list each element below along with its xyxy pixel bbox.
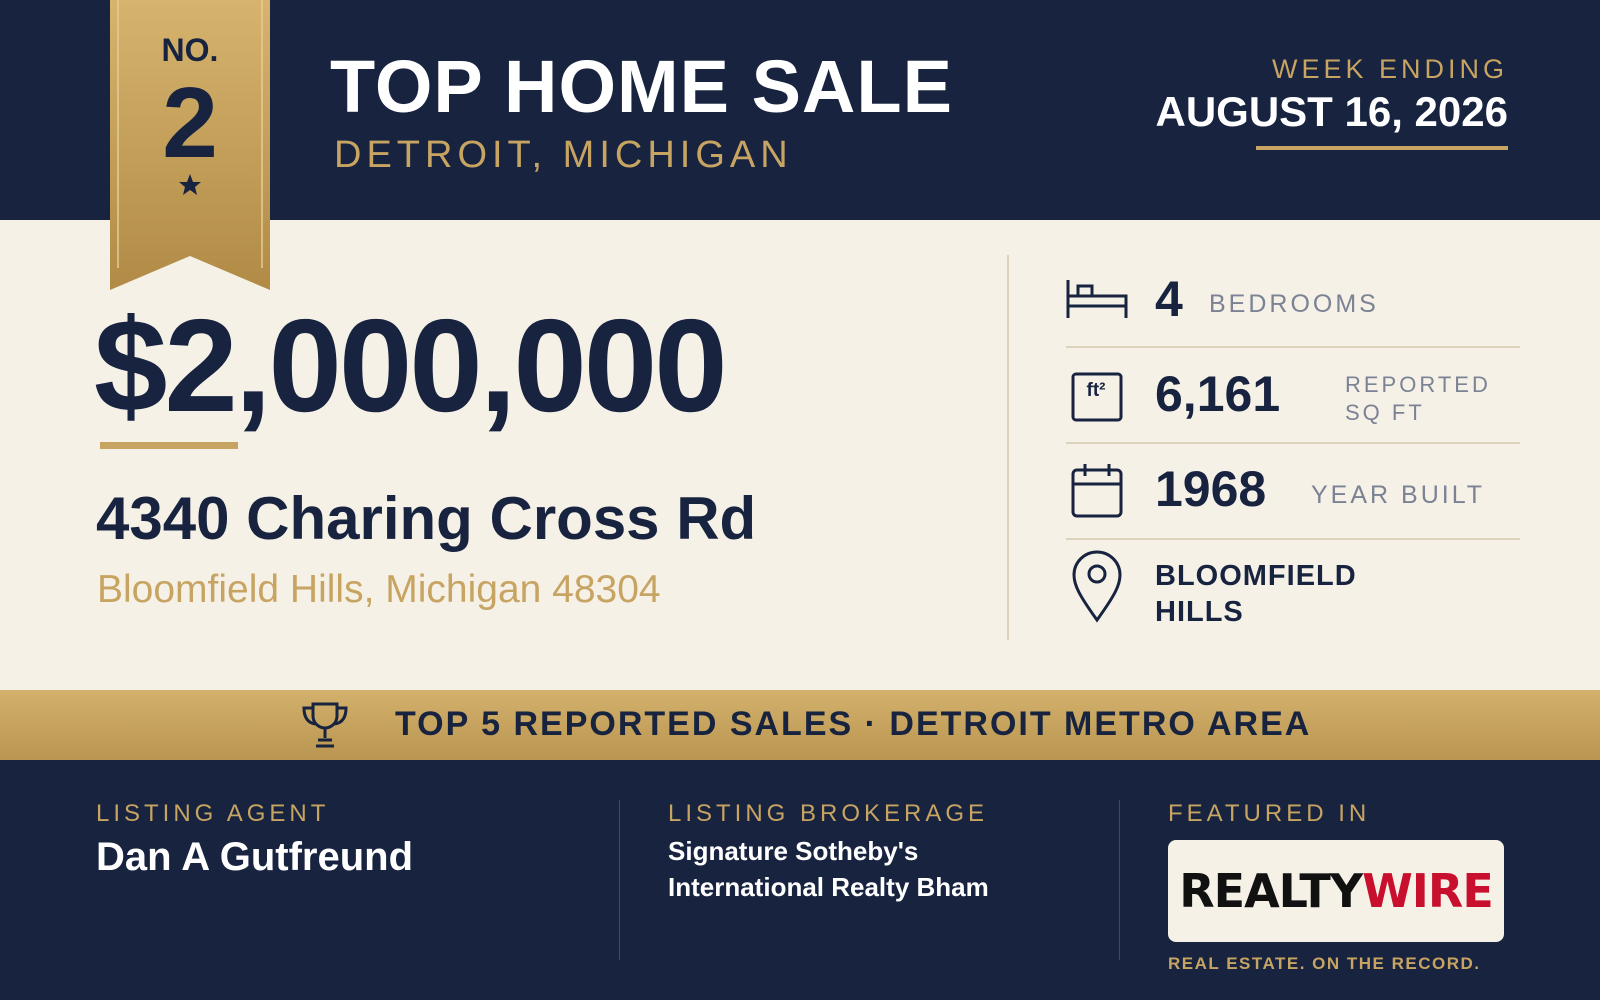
sqft-label: REPORTED (1345, 372, 1491, 397)
agent-name: Dan A Gutfreund (96, 835, 414, 879)
banner-bg (0, 690, 1600, 760)
sqft-label: SQ FT (1345, 400, 1425, 425)
rank-ribbon (110, 0, 270, 290)
logo-part: WIRE (1362, 864, 1494, 918)
price-underline (100, 442, 238, 449)
featured-label: FEATURED IN (1168, 800, 1371, 827)
location: DETROIT, MICHIGAN (334, 134, 793, 176)
brokerage-label: LISTING BROKERAGE (668, 800, 989, 827)
area-line: BLOOMFIELD (1155, 560, 1357, 592)
logo-part: REALTY (1179, 864, 1363, 918)
separator (1066, 442, 1520, 444)
week-date: AUGUST 16, 2026 (1155, 88, 1509, 135)
detail-icons (1066, 280, 1128, 623)
title: TOP HOME SALE (330, 45, 953, 128)
agent-label: LISTING AGENT (96, 800, 330, 827)
divider (619, 800, 620, 960)
sqft-icon: ft² (1086, 380, 1106, 401)
area-line: HILLS (1155, 596, 1244, 628)
divider (1119, 800, 1120, 960)
trophy-icon (302, 702, 348, 748)
separator (1066, 538, 1520, 540)
brokerage-line: International Realty Bham (668, 872, 989, 902)
featured-tagline: REAL ESTATE. ON THE RECORD. (1168, 954, 1481, 973)
brokerage-line: Signature Sotheby's (668, 836, 919, 866)
week-label: WEEK ENDING (1271, 54, 1508, 84)
price: $2,000,000 (94, 292, 728, 439)
year-value: 1968 (1155, 461, 1267, 517)
address: 4340 Charing Cross Rd (96, 485, 757, 552)
banner-text: TOP 5 REPORTED SALES · DETROIT METRO ARE… (395, 705, 1312, 743)
featured-logo: REALTYWIRE (1168, 840, 1504, 942)
bedrooms-label: BEDROOMS (1209, 290, 1379, 318)
year-label: YEAR BUILT (1311, 481, 1486, 509)
divider (1007, 255, 1009, 640)
rank-label: NO. (161, 32, 219, 68)
rank: 2 (162, 67, 218, 179)
date-underline (1256, 146, 1508, 150)
sqft-value: 6,161 (1155, 366, 1281, 422)
separator (1066, 346, 1520, 348)
city: Bloomfield Hills, Michigan 48304 (97, 568, 661, 611)
bedrooms-value: 4 (1155, 271, 1183, 327)
